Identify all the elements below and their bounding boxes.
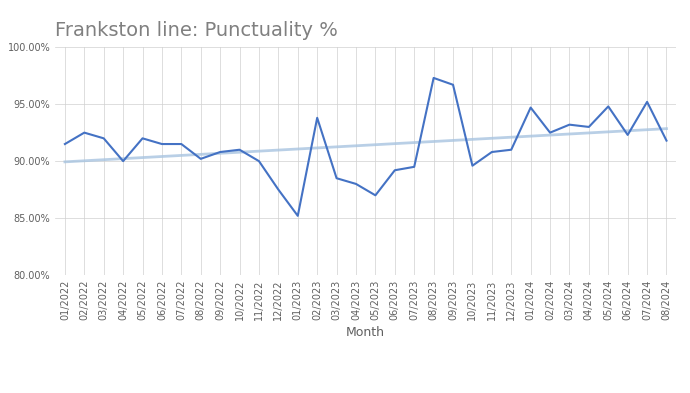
Y-axis label: On time: On time: [0, 136, 2, 186]
X-axis label: Month: Month: [346, 326, 385, 339]
Text: Frankston line: Punctuality %: Frankston line: Punctuality %: [55, 21, 338, 40]
